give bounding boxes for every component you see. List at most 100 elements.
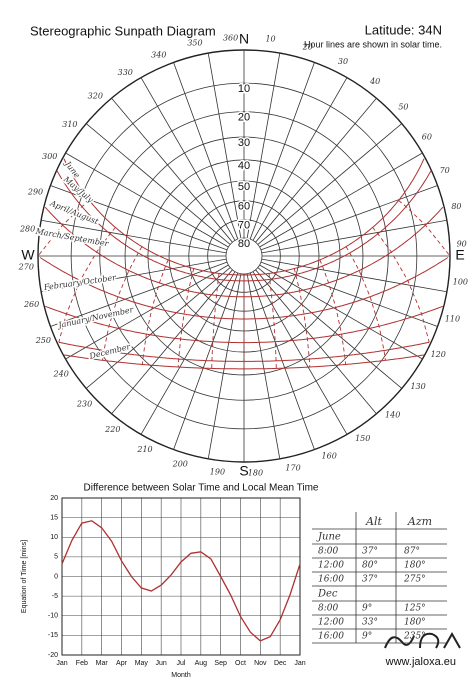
azimuth-label: 180 [248,469,263,478]
sun-path [56,170,432,282]
y-tick-label: -20 [48,652,58,659]
azimuth-line [255,97,377,243]
table-group: Dec [317,589,338,600]
azimuth-line [207,53,242,239]
azimuth-label: 10 [265,35,275,44]
x-tick-label: Dec [274,660,287,667]
azimuth-label: 200 [172,459,188,468]
table-cell: 235° [403,632,426,642]
altitude-label: 40 [238,160,250,172]
azimuth-line [255,269,377,415]
url: www.jaloxa.eu [385,656,456,668]
table-cell: 87° [404,547,420,557]
azimuth-line [261,219,447,254]
altitude-label: 60 [238,201,250,213]
azimuth-line [173,272,239,450]
y-axis-label: Equation of Time [mins] [21,540,28,613]
table-cell: 16:00 [318,575,344,585]
x-tick-label: Sep [214,660,227,667]
x-tick-label: Nov [254,660,267,667]
note: Hour lines are shown in solar time. [304,39,442,49]
azimuth-line [50,185,228,251]
hour-line [345,246,386,361]
azimuth-label: 70 [440,166,450,175]
azimuth-line [259,152,423,248]
azimuth-label: 150 [355,434,370,443]
hour-line [37,200,90,257]
hour-line [177,268,195,368]
altitude-label: 10 [238,83,250,95]
azimuth-line [140,271,236,435]
azimuth-line [260,261,438,327]
y-tick-label: 15 [50,514,58,521]
azimuth-label: 90 [457,240,467,249]
azimuth-line [173,62,239,240]
table-cell: 180° [404,618,426,628]
y-tick-label: 10 [50,534,58,541]
x-tick-label: Jun [156,660,167,667]
cardinal-label: W [21,247,35,263]
azimuth-line [85,123,231,245]
azimuth-line [249,272,315,450]
table-cell: 16:00 [318,632,344,642]
table-cell: 8:00 [318,604,338,614]
azimuth-label: 120 [431,350,446,359]
azimuth-line [140,77,236,241]
azimuth-label: 260 [23,300,39,309]
table-cell: 37° [362,575,378,585]
azimuth-line [41,258,227,293]
x-tick-label: Mar [96,660,109,667]
hour-line [141,259,169,365]
plot-frame [61,497,301,656]
table-cell: 180° [404,561,426,571]
azimuth-line [259,264,423,360]
azimuth-label: 100 [453,278,468,287]
chart-title: Difference between Solar Time and Local … [84,483,319,494]
azimuth-label: 230 [76,400,92,409]
azimuth-label: 130 [410,382,425,391]
azimuth-line [249,62,315,240]
azimuth-label: 350 [187,39,202,48]
azimuth-label: 310 [62,120,77,129]
hour-line [102,246,143,361]
table-cell: 33° [362,618,378,628]
azimuth-label: 40 [369,77,380,86]
altitude-label: 50 [238,181,250,193]
diagram-title: Stereographic Sunpath Diagram [30,23,216,38]
table-cell: 125° [404,604,426,614]
azimuth-line [85,267,231,389]
y-tick-label: -5 [52,593,58,600]
table-cell: 12:00 [318,618,344,628]
altitude-label: 20 [238,112,250,124]
table-cell: 37° [362,547,378,557]
table-cell: 9° [362,604,372,614]
hour-line [268,273,277,369]
azimuth-label: 160 [322,452,337,461]
table-cell: 80° [362,561,378,571]
azimuth-label: 320 [88,92,103,101]
cardinal-label: S [239,463,248,479]
azimuth-line [257,123,403,245]
azimuth-label: 190 [210,467,225,476]
hour-line [398,200,451,257]
x-tick-label: Jul [177,660,186,667]
table-cell: 8:00 [318,547,338,557]
azimuth-label: 250 [35,336,51,345]
x-tick-label: Feb [76,660,88,667]
azimuth-line [252,77,348,241]
azimuth-line [261,258,447,293]
x-tick-label: Oct [235,660,246,667]
latitude: Latitude: 34N [365,22,442,37]
cardinal-label: N [239,31,249,47]
azimuth-label: 290 [27,187,43,196]
azimuth-label: 80 [451,202,461,211]
azimuth-line [41,219,227,254]
azimuth-label: 240 [53,370,69,379]
x-tick-label: Jan [294,660,305,667]
table-group: June [316,532,341,543]
sun-path [44,305,444,344]
y-tick-label: -15 [48,632,58,639]
azimuth-line [246,273,281,459]
hour-line [211,273,220,369]
x-tick-label: May [135,660,149,667]
